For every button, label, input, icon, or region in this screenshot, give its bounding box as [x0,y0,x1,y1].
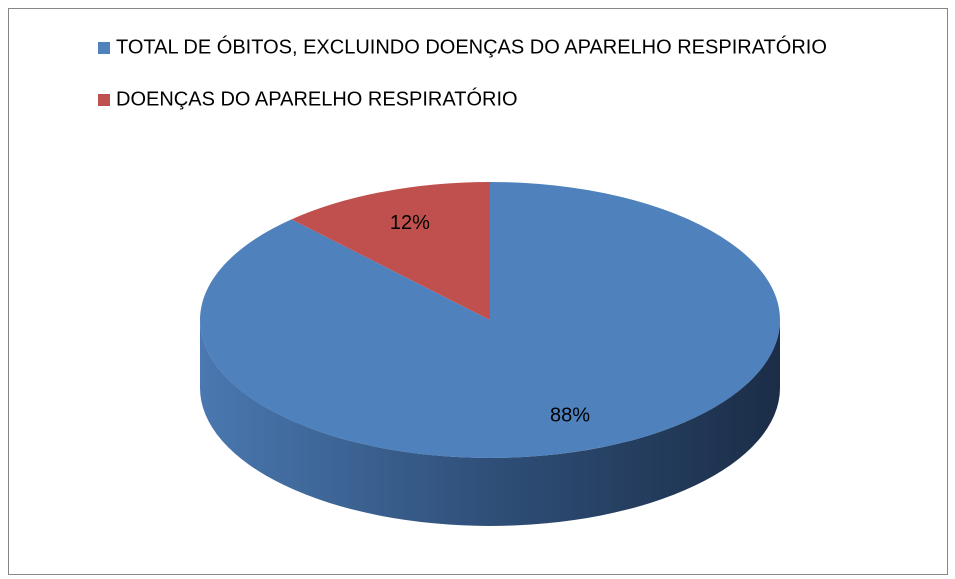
data-label: 12% [390,212,430,234]
legend-label: TOTAL DE ÓBITOS, EXCLUINDO DOENÇAS DO AP… [116,35,827,58]
pie-slice [291,182,490,320]
data-label: 88% [550,405,590,427]
legend-swatch [98,42,110,54]
legend-swatch [98,94,110,106]
pie-side [200,320,780,526]
legend-label: DOENÇAS DO APARELHO RESPIRATÓRIO [116,87,518,110]
